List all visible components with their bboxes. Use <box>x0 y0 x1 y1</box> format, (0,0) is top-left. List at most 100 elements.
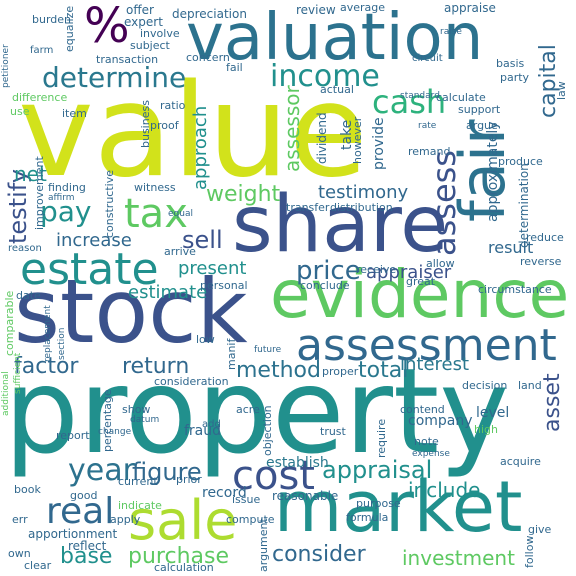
word-conclude: conclude <box>300 279 350 292</box>
word-land: land <box>518 379 542 392</box>
word-reduce: reduce <box>526 231 564 244</box>
word-low: low <box>196 333 215 346</box>
word-section: section <box>57 327 67 360</box>
word-sale: sale <box>128 489 238 552</box>
word-increase: increase <box>56 230 132 251</box>
word-affirm: affirm <box>48 193 75 203</box>
word-note: note <box>414 435 439 448</box>
word-concern: concern <box>186 51 230 64</box>
word-average: average <box>340 1 386 14</box>
word-net: net <box>14 162 47 186</box>
word-report: report <box>56 429 90 442</box>
word-estate: estate <box>20 244 159 295</box>
word-fraud: fraud <box>184 423 222 439</box>
word-approximately: approximately <box>485 121 501 222</box>
word-estimate: estimate <box>128 282 208 303</box>
word-calculation: calculation <box>154 561 214 574</box>
word-percentage: percentage <box>101 389 114 452</box>
word-determine: determine <box>42 61 187 94</box>
word-constructive: constructive <box>103 170 116 238</box>
word-formula: formula <box>346 511 389 524</box>
word-burden: burden <box>32 13 72 26</box>
word-business: business <box>139 100 152 148</box>
word-manif: manif <box>225 338 238 370</box>
word-include: include <box>408 478 481 502</box>
word-reflect: reflect <box>68 539 107 553</box>
word-distribution: distribution <box>330 201 393 214</box>
word-improvement: improvement <box>33 156 46 230</box>
word-show: show <box>122 403 151 416</box>
word-level: level <box>476 405 510 421</box>
word-establish: establish <box>266 455 329 471</box>
word-comparable: comparable <box>3 290 16 356</box>
word-argue: argue <box>466 119 498 132</box>
word-raise: raise <box>440 27 462 37</box>
word-interest: interest <box>400 354 470 375</box>
word-pay: pay <box>40 195 92 228</box>
word-purchase: purchase <box>128 544 229 569</box>
word-factor: factor <box>14 354 79 379</box>
word-figure: figure <box>132 458 202 486</box>
word-reason: reason <box>8 243 42 254</box>
word-appraise: appraise <box>444 1 496 15</box>
word-witness: witness <box>134 181 176 194</box>
word-review: review <box>296 3 336 17</box>
word-replacement: replacement <box>43 305 53 362</box>
word-acre: acre <box>236 403 260 416</box>
word-great: great <box>406 275 436 288</box>
word-basis: basis <box>496 57 525 70</box>
word-apply: apply <box>110 513 141 526</box>
word-give: give <box>528 523 552 536</box>
word-date: date <box>16 289 41 302</box>
word-testimony: testimony <box>318 182 409 203</box>
word-weight: weight <box>206 182 281 207</box>
word-arrive: arrive <box>164 245 196 258</box>
word-compute: compute <box>226 513 275 526</box>
word-standard: standard <box>400 91 440 101</box>
word-approach: approach <box>190 105 211 190</box>
word-investment: investment <box>402 546 515 570</box>
word-assessment: assessment <box>296 320 557 371</box>
word-add: add <box>202 419 221 430</box>
word-finding: finding <box>48 181 86 194</box>
word-market: market <box>274 466 523 548</box>
word-company: company <box>408 413 473 429</box>
word-clear: clear <box>24 559 52 572</box>
word-law: law <box>555 81 568 100</box>
word-present: present <box>178 258 247 279</box>
word-argument: argument <box>257 518 270 572</box>
word-base: base <box>60 544 113 569</box>
word-purpose: purpose <box>356 497 401 510</box>
word-high: high <box>474 423 498 436</box>
word-reverse: reverse <box>520 255 562 268</box>
word-consider: consider <box>272 542 366 567</box>
word-apportionment: apportionment <box>28 527 118 541</box>
word-book: book <box>14 483 41 496</box>
word-allow: allow <box>426 257 455 270</box>
word-appraiser: appraiser <box>366 262 452 283</box>
word-remand: remand <box>408 145 451 158</box>
word-item: item <box>62 107 87 120</box>
word-sell: sell <box>182 226 223 254</box>
word-cash: cash <box>372 83 447 121</box>
word-record: record <box>202 485 247 501</box>
word-consideration: consideration <box>154 375 229 388</box>
word-reasonable: reasonable <box>272 489 339 503</box>
word-good: good <box>70 489 98 502</box>
word-current: current <box>118 475 158 488</box>
word-transfer: transfer <box>286 201 330 214</box>
word-provide: provide <box>371 117 387 170</box>
word-valuation: valuation <box>186 1 484 75</box>
word-property: property <box>4 342 510 480</box>
word-acquire: acquire <box>500 455 541 468</box>
word-stock: stock <box>14 260 248 363</box>
word-asset: asset <box>540 373 565 432</box>
word-assess: assess <box>425 150 463 256</box>
word-contend: contend <box>400 403 445 416</box>
word-party: party <box>500 71 530 84</box>
word-proper: proper <box>322 365 359 378</box>
word-difference: difference <box>12 91 68 104</box>
word-offer: offer <box>126 3 154 17</box>
word-tax: tax <box>124 191 188 237</box>
